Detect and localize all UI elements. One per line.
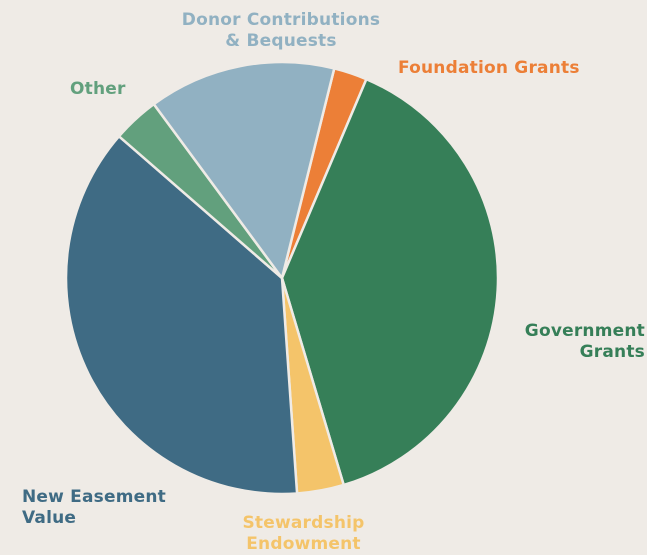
slice-label-donor-contributions: Donor Contributions & Bequests: [181, 10, 381, 51]
slice-label-government-grants: Government Grants: [524, 321, 645, 362]
pie-slice-donor-contributions-bequests: [152, 60, 336, 280]
slice-label-foundation-grants: Foundation Grants: [398, 58, 580, 78]
pie-slice-new-easement-value: [64, 135, 299, 496]
pie-slice-government-grants: [280, 77, 500, 487]
slice-label-new-easement-value: New Easement Value: [22, 487, 166, 528]
slice-label-other: Other: [70, 79, 126, 99]
slice-label-stewardship-endowment: Stewardship Endowment: [242, 513, 365, 554]
